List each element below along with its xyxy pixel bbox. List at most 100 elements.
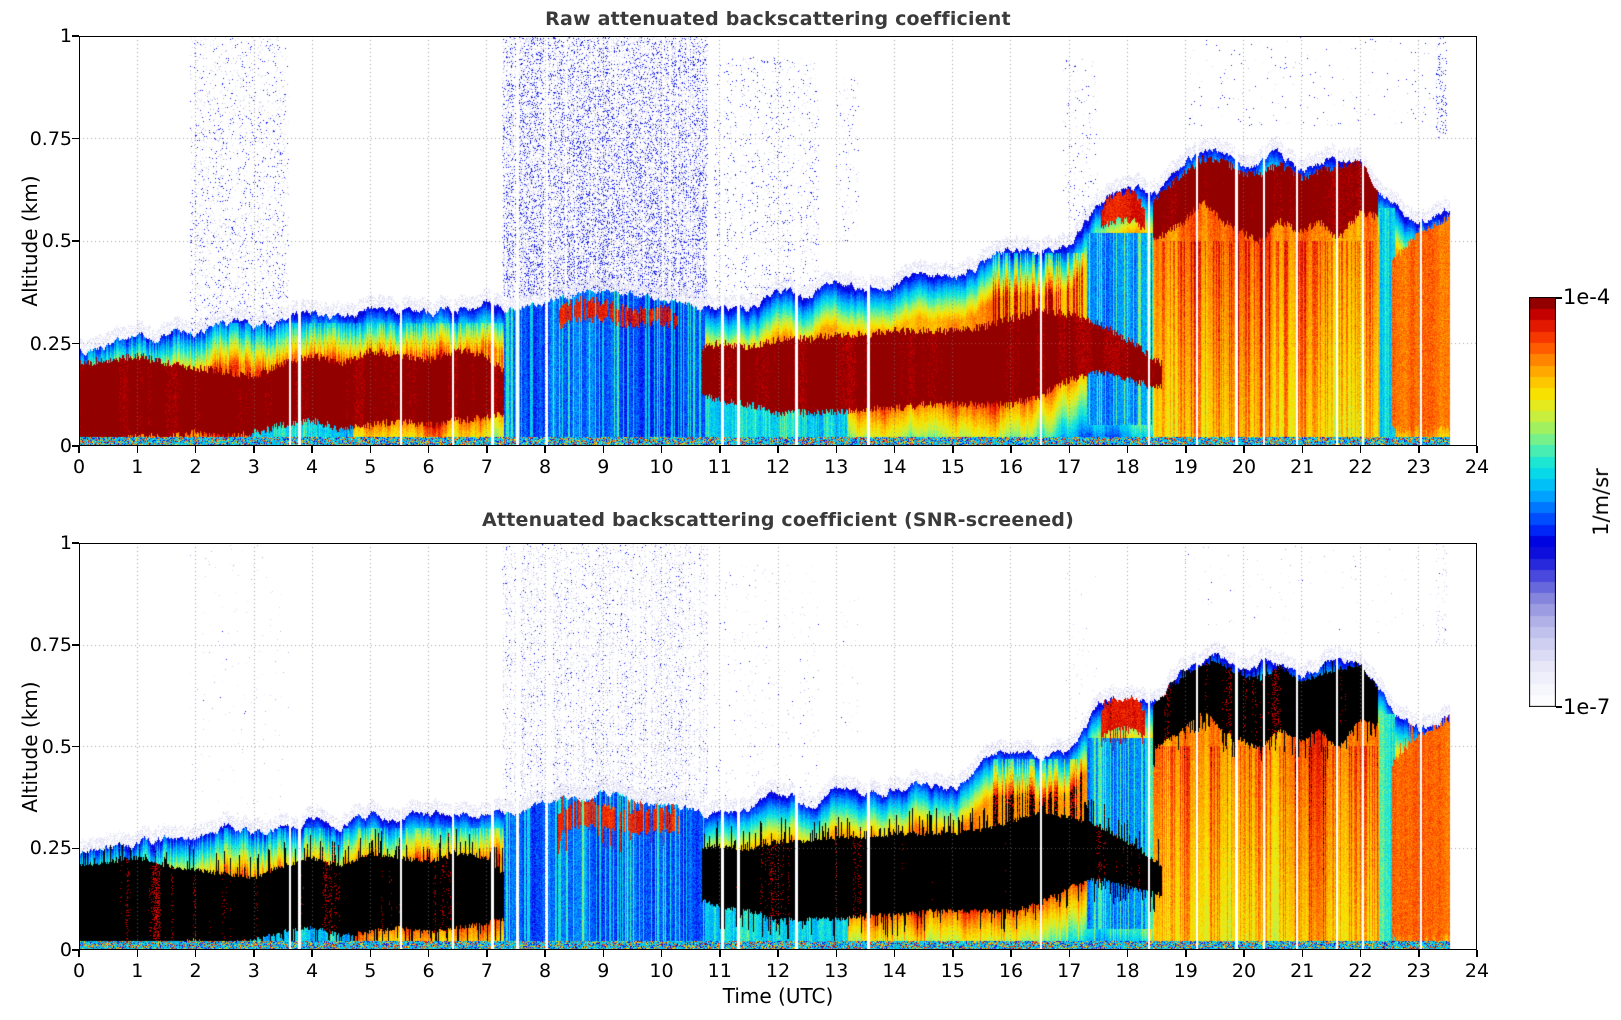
y-tick-label: 0 (59, 939, 72, 961)
y-tick-label: 1 (59, 532, 72, 554)
x-tick-label: 24 (1464, 960, 1490, 982)
x-tick (544, 950, 546, 957)
colorbar-max-label: 1e-4 (1563, 285, 1611, 309)
x-tick (835, 950, 837, 957)
y-tick (72, 542, 79, 544)
x-tick-label: 13 (824, 456, 849, 478)
x-tick-label: 24 (1464, 456, 1490, 478)
y-tick-label: 0.75 (29, 633, 72, 656)
x-tick-label: 23 (1406, 960, 1431, 982)
x-tick (311, 446, 313, 453)
x-tick (369, 446, 371, 453)
y-tick-label: 0.25 (29, 332, 72, 355)
x-tick (1476, 446, 1478, 453)
x-tick (952, 950, 954, 957)
x-tick-label: 5 (364, 456, 377, 478)
y-tick (72, 240, 79, 242)
x-tick (1068, 446, 1070, 453)
x-tick (78, 446, 80, 453)
x-axis-label: Time (UTC) (722, 984, 834, 1008)
y-tick-label: 0 (59, 435, 72, 457)
y-tick (72, 445, 79, 447)
x-tick-label: 16 (998, 456, 1024, 478)
x-tick (952, 446, 954, 453)
x-tick-label: 0 (72, 960, 86, 982)
x-tick-label: 15 (940, 456, 965, 478)
x-tick-label: 18 (1115, 456, 1140, 478)
x-tick (777, 950, 779, 957)
x-tick (194, 950, 197, 957)
x-tick-label: 5 (364, 960, 377, 982)
x-tick (1068, 950, 1070, 957)
x-tick (1243, 950, 1245, 957)
x-tick-label: 7 (480, 456, 493, 478)
x-tick (602, 950, 604, 957)
colorbar-bottom-tick (1556, 706, 1562, 708)
x-tick-label: 13 (824, 960, 849, 982)
colorbar-gradient (1529, 297, 1556, 707)
x-tick (1359, 950, 1362, 957)
y-tick-label: 1 (59, 25, 72, 47)
y-tick-label: 0.5 (41, 735, 72, 758)
x-tick (602, 446, 604, 453)
x-tick-label: 22 (1348, 456, 1373, 478)
colorbar-unit-label: 1/m/sr (1589, 468, 1613, 536)
x-tick (660, 446, 663, 453)
x-tick (1476, 950, 1478, 957)
x-tick-label: 9 (597, 456, 610, 478)
x-tick (486, 446, 488, 453)
x-tick-label: 2 (189, 456, 202, 478)
x-tick-label: 22 (1348, 960, 1373, 982)
panel-title-screened: Attenuated backscattering coefficient (S… (482, 509, 1074, 531)
x-tick-label: 18 (1115, 960, 1140, 982)
x-tick-label: 21 (1290, 960, 1315, 982)
x-tick-label: 3 (247, 960, 260, 982)
x-tick-label: 10 (649, 456, 674, 478)
y-tick (72, 745, 79, 748)
x-tick-label: 20 (1231, 456, 1257, 478)
x-tick-label: 19 (1173, 960, 1198, 982)
x-tick (893, 950, 896, 957)
x-tick (427, 950, 430, 957)
x-tick (1301, 950, 1303, 957)
x-tick-label: 23 (1406, 456, 1431, 478)
panel-title-raw: Raw attenuated backscattering coefficien… (545, 8, 1011, 30)
x-tick (1185, 950, 1187, 957)
x-tick-label: 1 (131, 456, 144, 478)
y-tick (72, 644, 79, 646)
x-tick (136, 446, 138, 453)
x-tick (1185, 446, 1187, 453)
y-tick (72, 35, 79, 37)
x-tick (1243, 446, 1245, 453)
y-tick-label: 0.5 (41, 230, 72, 252)
x-tick (253, 446, 255, 453)
x-tick-label: 17 (1057, 456, 1082, 478)
x-tick (253, 950, 255, 957)
x-tick-label: 7 (480, 960, 493, 982)
x-tick-label: 0 (72, 456, 86, 478)
x-tick (1010, 950, 1012, 957)
x-tick-label: 14 (882, 960, 907, 982)
x-tick-label: 2 (189, 960, 202, 982)
x-tick-label: 1 (131, 960, 144, 982)
x-tick (1126, 950, 1129, 957)
x-tick (1301, 446, 1303, 453)
x-tick (1126, 446, 1129, 453)
colorbar-top-tick (1556, 297, 1562, 299)
x-tick-label: 14 (882, 456, 907, 478)
x-tick (486, 950, 488, 957)
x-tick (1418, 950, 1420, 957)
x-tick (719, 446, 721, 453)
x-tick (1418, 446, 1420, 453)
x-tick (835, 446, 837, 453)
x-tick-label: 10 (649, 960, 674, 982)
x-tick (1359, 446, 1362, 453)
x-tick-label: 11 (707, 456, 732, 478)
y-tick-label: 0.75 (29, 127, 72, 150)
y-tick (72, 137, 79, 140)
x-tick-label: 4 (305, 456, 319, 478)
x-tick-label: 8 (538, 456, 552, 478)
raw-backscatter-heatmap (79, 36, 1477, 446)
x-tick-label: 17 (1057, 960, 1082, 982)
x-tick (78, 950, 80, 957)
